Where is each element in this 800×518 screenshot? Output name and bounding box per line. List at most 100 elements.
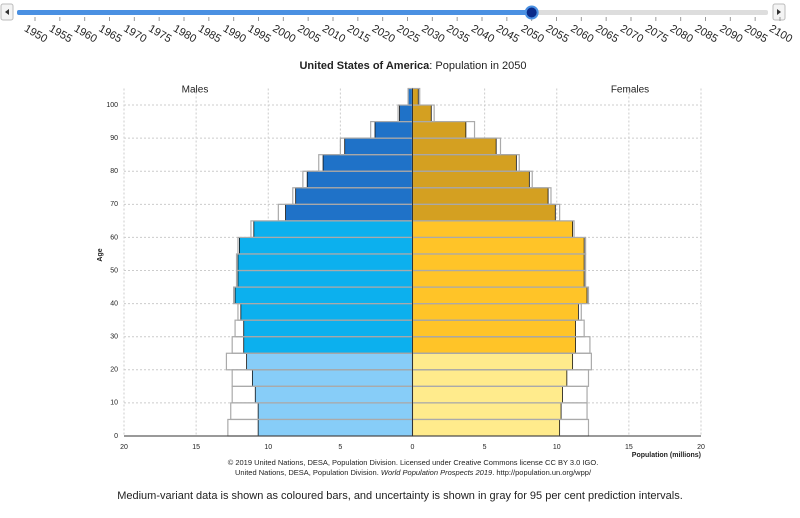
bar (412, 369, 568, 387)
bar (285, 203, 413, 222)
slider-year: 1955 (47, 23, 74, 46)
slider-year: 2020 (370, 23, 397, 46)
bar (412, 154, 517, 172)
slider-fill (17, 10, 532, 15)
females-label: Females (611, 85, 649, 96)
credit-line: © 2019 United Nations, DESA, Population … (228, 458, 599, 467)
bar (412, 419, 561, 437)
slider-year: 2015 (345, 23, 372, 46)
slider-year: 1980 (171, 23, 198, 46)
bar (412, 303, 579, 321)
bar (412, 237, 585, 255)
slider-year: 2025 (395, 23, 422, 46)
y-tick-label: 70 (110, 201, 118, 208)
slider-year: 2060 (568, 23, 595, 46)
y-tick-label: 30 (110, 334, 118, 341)
next-arrow (777, 9, 781, 15)
credit-line: United Nations, DESA, Population Divisio… (235, 468, 592, 477)
slider-year: 2030 (419, 23, 446, 46)
credit-part: United Nations, DESA, Population Divisio… (235, 468, 381, 477)
bar (295, 187, 413, 205)
slider-thumb[interactable] (524, 5, 539, 20)
chart-title: United States of America: Population in … (299, 60, 526, 72)
bar (322, 154, 413, 172)
slider-year: 2000 (270, 23, 297, 46)
bar (412, 352, 574, 371)
slider-year: 1975 (146, 23, 173, 46)
slider-year: 2065 (593, 23, 620, 46)
credit-part: . http://population.un.org/wpp/ (492, 468, 592, 477)
bar (257, 402, 413, 420)
y-tick-label: 40 (110, 300, 118, 307)
bar (234, 286, 413, 305)
slider-year: 2040 (469, 23, 496, 46)
y-axis-label: Age (97, 248, 104, 261)
bar (412, 385, 563, 404)
bar (243, 319, 413, 338)
x-tick-label: 10 (553, 444, 561, 451)
bar (412, 286, 588, 305)
bar (412, 270, 585, 288)
bar (412, 319, 576, 338)
x-tick-label: 20 (120, 444, 128, 451)
slider-year: 1990 (221, 23, 248, 46)
slider-year: 2035 (444, 23, 471, 46)
title-country: United States of America (299, 60, 430, 72)
slider-year: 2095 (742, 23, 769, 46)
bar (251, 369, 413, 387)
bar (412, 187, 549, 205)
slider-year: 2100 (767, 23, 794, 46)
slider-year: 2045 (494, 23, 521, 46)
slider-year: 1950 (22, 23, 49, 46)
y-tick-label: 0 (114, 433, 118, 440)
x-tick-label: 15 (192, 444, 200, 451)
prev-arrow (5, 9, 9, 15)
x-tick-label: 20 (697, 444, 705, 451)
bar (412, 253, 585, 271)
y-tick-label: 20 (110, 367, 118, 374)
slider-year: 1985 (196, 23, 223, 46)
bar (344, 137, 413, 156)
bar (412, 203, 556, 222)
bar (412, 104, 432, 122)
y-tick-label: 10 (110, 400, 118, 407)
bar (412, 336, 576, 354)
slider-year: 2080 (668, 23, 695, 46)
bar (237, 253, 413, 271)
bar (240, 303, 413, 321)
x-axis-label: Population (millions) (632, 452, 701, 459)
bar (412, 402, 562, 420)
bar (257, 419, 413, 437)
slider-year: 1960 (72, 23, 99, 46)
bar (407, 88, 413, 106)
bar (412, 170, 530, 189)
slider-year: 1995 (246, 23, 273, 46)
slider-year: 1965 (97, 23, 124, 46)
slider-year: 2070 (618, 23, 645, 46)
y-tick-label: 60 (110, 234, 118, 241)
bar (254, 385, 413, 404)
slider-year: 2085 (693, 23, 720, 46)
slider-year: 1970 (121, 23, 148, 46)
slider-year: 2005 (295, 23, 322, 46)
bar (412, 121, 467, 139)
bar (306, 170, 413, 189)
bar (237, 270, 413, 288)
bar (253, 220, 413, 238)
y-tick-label: 90 (110, 135, 118, 142)
y-tick-label: 100 (106, 102, 118, 109)
caption: Medium-variant data is shown as coloured… (117, 490, 683, 502)
x-tick-label: 0 (411, 444, 415, 451)
slider-year: 2010 (320, 23, 347, 46)
slider-year: 2055 (544, 23, 571, 46)
slider-year: 2090 (717, 23, 744, 46)
slider-year: 2075 (643, 23, 670, 46)
slider-year: 2050 (519, 23, 546, 46)
males-label: Males (182, 85, 209, 96)
bar (399, 104, 413, 122)
x-tick-label: 15 (625, 444, 633, 451)
bar (412, 88, 419, 106)
